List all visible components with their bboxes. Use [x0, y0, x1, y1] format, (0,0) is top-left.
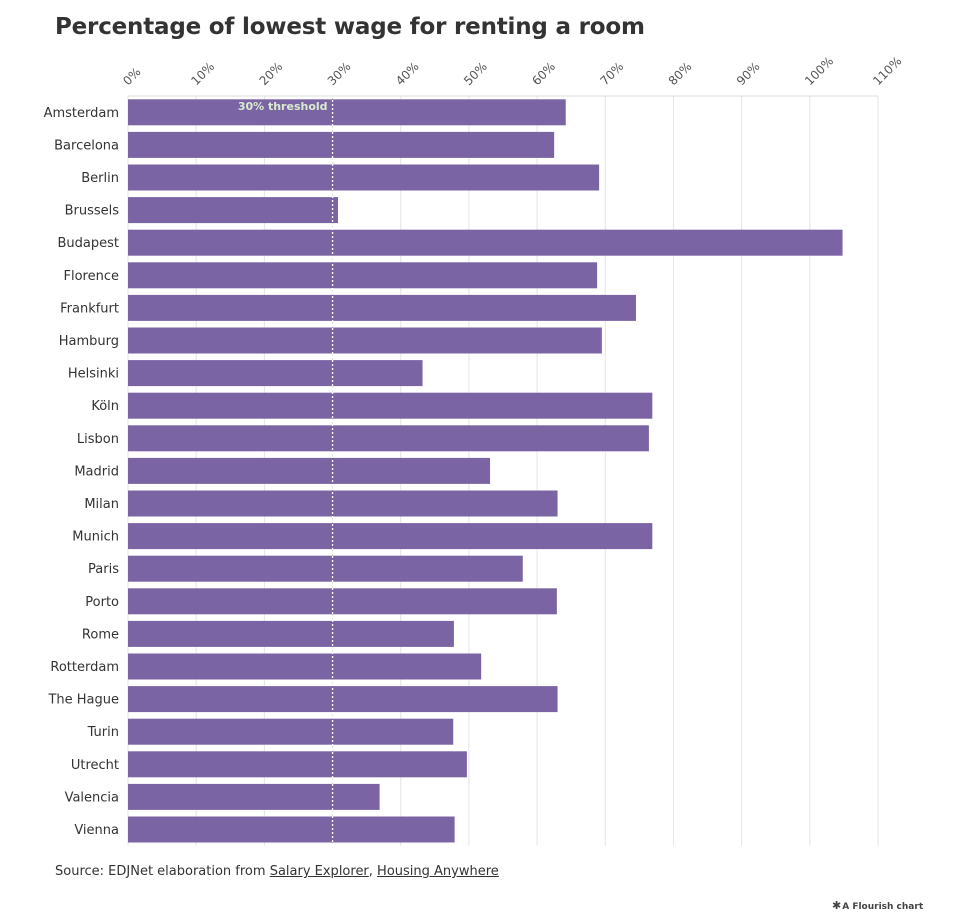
category-label: Turin	[87, 725, 119, 740]
category-labels: Amsterdam Barcelona Berlin Brussels Budapest…	[44, 106, 120, 838]
category-label: Valencia	[65, 790, 119, 805]
bar	[128, 392, 653, 419]
flourish-credit[interactable]: ✱A Flourish chart	[832, 899, 923, 912]
category-label: Paris	[88, 562, 119, 577]
category-label: Helsinki	[68, 367, 119, 382]
x-tick-label: 100%	[802, 54, 836, 88]
threshold-annotation: 30% threshold	[238, 96, 334, 846]
bar	[128, 327, 602, 354]
source-note: Source: EDJNet elaboration from Salary E…	[55, 864, 499, 879]
x-tick-label: 30%	[325, 59, 354, 88]
bar	[128, 229, 843, 256]
x-tick-label: 90%	[734, 59, 763, 88]
housing-anywhere-link[interactable]: Housing Anywhere	[377, 864, 499, 879]
flourish-icon: ✱	[832, 899, 842, 912]
bar	[128, 523, 653, 550]
bar	[128, 588, 557, 615]
category-label: Florence	[64, 269, 120, 284]
bar	[128, 555, 523, 582]
category-label: Madrid	[74, 464, 119, 479]
category-label: Hamburg	[59, 334, 119, 349]
category-label: Milan	[84, 497, 119, 512]
x-tick-label: 40%	[393, 59, 422, 88]
bars	[128, 99, 843, 843]
x-tick-label: 0%	[120, 65, 143, 88]
x-tick-label: 60%	[529, 59, 558, 88]
x-tick-label: 10%	[188, 59, 217, 88]
bar	[128, 425, 649, 452]
category-label: Utrecht	[71, 758, 119, 773]
category-label: Lisbon	[77, 432, 119, 447]
x-tick-label: 110%	[870, 54, 904, 88]
bar	[128, 197, 338, 224]
x-tick-label: 20%	[257, 59, 286, 88]
x-axis-ticks: 0% 10% 20% 30% 40% 50% 60% 70% 80% 90% 100% 110%	[120, 54, 904, 88]
bar	[128, 294, 636, 321]
category-label: Berlin	[81, 171, 119, 186]
bar	[128, 718, 454, 745]
bar	[128, 360, 423, 387]
category-label: Brussels	[65, 204, 120, 219]
bar	[128, 262, 598, 289]
bar	[128, 131, 555, 158]
category-label: Köln	[91, 399, 119, 414]
category-label: Porto	[85, 595, 119, 610]
category-label: Rotterdam	[50, 660, 119, 675]
category-label: Rome	[82, 627, 119, 642]
salary-explorer-link[interactable]: Salary Explorer	[269, 864, 369, 879]
source-separator: ,	[368, 864, 378, 879]
bar	[128, 653, 482, 680]
x-tick-label: 50%	[461, 59, 490, 88]
source-prefix: Source: EDJNet elaboration from	[55, 864, 270, 879]
bar	[128, 457, 491, 484]
category-label: Frankfurt	[60, 301, 119, 316]
x-tick-label: 80%	[666, 59, 695, 88]
category-label: Amsterdam	[44, 106, 119, 121]
x-tick-label: 70%	[597, 59, 626, 88]
category-label: Budapest	[58, 236, 120, 251]
category-label: Vienna	[74, 823, 119, 838]
category-label: Barcelona	[54, 138, 119, 153]
bar	[128, 490, 558, 517]
bar	[128, 751, 467, 778]
flourish-credit-text: A Flourish chart	[842, 902, 924, 912]
bar	[128, 686, 558, 713]
bar	[128, 164, 600, 191]
category-label: Munich	[72, 530, 119, 545]
threshold-label: 30% threshold	[238, 100, 328, 113]
bar	[128, 783, 380, 810]
bar	[128, 816, 455, 843]
chart-title: Percentage of lowest wage for renting a …	[55, 14, 645, 40]
bar	[128, 99, 566, 126]
category-label: The Hague	[47, 693, 119, 708]
bar	[128, 620, 454, 647]
